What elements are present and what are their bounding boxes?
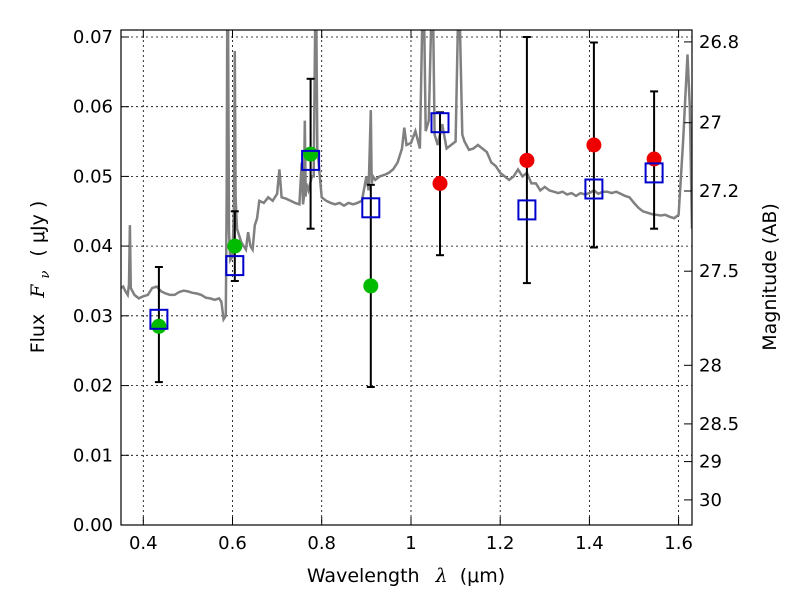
y-tick-label: 0.07 bbox=[73, 27, 113, 48]
x-tick-label: 1.2 bbox=[486, 533, 515, 554]
red-point bbox=[519, 152, 535, 168]
right-tick-labels: 26.8 27 27.2 27.5 28 28.5 29 30 bbox=[699, 32, 739, 511]
observed-squares bbox=[149, 112, 664, 330]
x-tick-label: 1 bbox=[405, 533, 416, 554]
observed-square bbox=[361, 197, 381, 219]
plot-area bbox=[121, 30, 692, 388]
right-tick-label: 28 bbox=[699, 355, 722, 376]
x-tick-label: 1.6 bbox=[664, 533, 693, 554]
y-tick-label: 0.04 bbox=[73, 236, 113, 257]
x-axis-label: Wavelength λ (μm) bbox=[307, 565, 505, 587]
green-point bbox=[303, 146, 319, 162]
observed-square bbox=[225, 255, 245, 277]
y-axis-subscript: ν bbox=[38, 271, 53, 279]
right-tick-label: 29 bbox=[699, 452, 722, 473]
right-axis-label: Magnitude (AB) bbox=[759, 203, 781, 351]
red-point bbox=[432, 175, 448, 191]
y-tick-label: 0.02 bbox=[73, 376, 113, 397]
right-tick-label: 27.5 bbox=[699, 261, 739, 282]
red-point bbox=[586, 137, 602, 153]
x-tick-label: 1.4 bbox=[575, 533, 604, 554]
grid-lines bbox=[121, 30, 692, 525]
y-tick-label: 0.00 bbox=[73, 515, 113, 536]
observed-square bbox=[430, 112, 450, 134]
y-axis-symbol: F bbox=[27, 284, 49, 299]
right-tick-label: 27 bbox=[699, 113, 722, 134]
x-tick-labels: 0.4 0.6 0.8 1 1.2 1.4 1.6 bbox=[129, 533, 693, 554]
green-point bbox=[363, 278, 379, 294]
model-spectrum-line bbox=[121, 30, 692, 323]
right-tick-label: 27.2 bbox=[699, 181, 739, 202]
right-tick-label: 28.5 bbox=[699, 414, 739, 435]
x-tick-label: 0.4 bbox=[129, 533, 158, 554]
plot-frame bbox=[120, 29, 693, 526]
observed-square bbox=[301, 149, 321, 171]
x-axis-symbol: λ bbox=[435, 565, 448, 587]
x-axis-label-prefix: Wavelength bbox=[307, 565, 420, 587]
green-point bbox=[151, 318, 167, 334]
green-point bbox=[227, 238, 243, 254]
observed-square bbox=[584, 178, 604, 200]
right-tick-label: 26.8 bbox=[699, 32, 739, 53]
y-tick-label: 0.01 bbox=[73, 445, 113, 466]
observed-square bbox=[149, 308, 169, 330]
x-axis-unit: (μm) bbox=[460, 565, 505, 587]
error-bars bbox=[154, 36, 659, 388]
green-points bbox=[151, 146, 379, 334]
y-axis-label: Flux F ν ( μJy ) bbox=[27, 201, 54, 354]
observed-square bbox=[517, 199, 537, 221]
observed-square bbox=[644, 162, 664, 184]
x-tick-label: 0.6 bbox=[218, 533, 247, 554]
x-tick-label: 0.8 bbox=[307, 533, 336, 554]
y-axis-unit: ( μJy ) bbox=[27, 201, 49, 257]
y-tick-label: 0.06 bbox=[73, 97, 113, 118]
y-axis-label-prefix: Flux bbox=[27, 314, 49, 354]
y-tick-labels: 0.00 0.01 0.02 0.03 0.04 0.05 0.06 0.07 bbox=[73, 27, 113, 536]
y-tick-label: 0.03 bbox=[73, 306, 113, 327]
right-tick-label: 30 bbox=[699, 490, 722, 511]
axis-ticks bbox=[121, 30, 692, 526]
y-tick-label: 0.05 bbox=[73, 166, 113, 187]
